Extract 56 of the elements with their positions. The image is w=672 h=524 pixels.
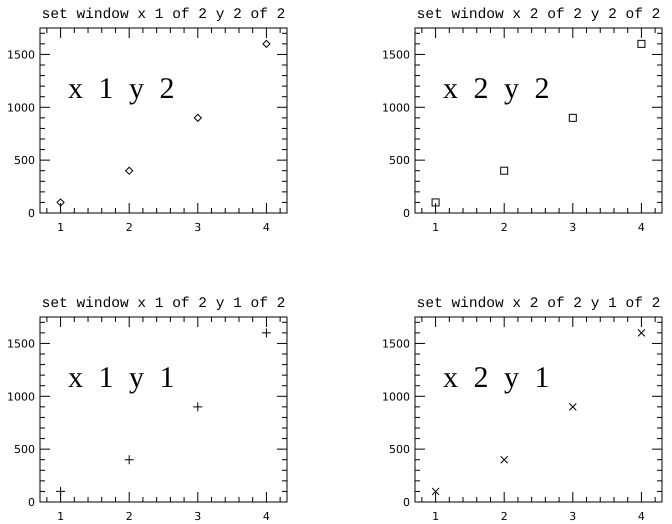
point [192,402,203,412]
point [637,40,646,48]
x-tick-label: 2 [500,510,508,523]
y-tick-label: 1000 [7,390,35,404]
annotation: x 2 y 1 [443,361,554,394]
y-tick-label: 0 [403,496,410,509]
point [194,114,202,122]
chart-title: set window x 2 of 2 y 1 of 2 [416,296,660,312]
x-tick-label: 2 [500,221,508,234]
x-tick-label: 3 [194,510,202,523]
x-tick-label: 3 [569,510,576,523]
y-tick-label: 500 [389,154,410,168]
y-tick-label: 1500 [7,48,35,62]
annotation: x 1 y 2 [68,72,178,105]
chart-title: set window x 1 of 2 y 2 of 2 [42,7,286,23]
point [56,198,65,206]
chart-title: set window x 2 of 2 y 2 of 2 [416,7,660,23]
y-tick-label: 0 [28,496,35,509]
y-tick-label: 0 [28,207,35,220]
point [568,114,577,122]
y-tick-label: 500 [14,443,35,456]
x-tick-label: 4 [638,510,645,523]
x-tick-label: 4 [638,221,645,234]
x-tick-label: 2 [126,510,133,523]
y-tick-label: 500 [389,443,410,456]
point [125,166,134,175]
y-tick-label: 1000 [7,101,35,114]
x-tick-label: 1 [432,221,440,234]
point [500,166,508,175]
chart-title: set window x 1 of 2 y 1 of 2 [42,296,286,312]
x-tick-label: 1 [57,510,64,523]
x-tick-label: 1 [57,221,64,234]
point [568,402,577,411]
y-tick-label: 500 [14,154,35,168]
x-tick-label: 4 [262,510,270,523]
x-tick-label: 1 [432,510,440,523]
x-tick-label: 4 [262,221,270,234]
y-tick-label: 0 [403,207,410,220]
y-tick-label: 1500 [382,337,410,350]
point [262,40,270,48]
y-tick-label: 1500 [7,337,35,350]
y-tick-label: 1500 [382,48,410,62]
point [637,328,646,337]
x-tick-label: 2 [126,221,133,234]
point [432,198,440,206]
x-tick-label: 3 [569,221,576,234]
x-tick-label: 3 [194,221,202,234]
y-tick-label: 1000 [382,101,410,114]
y-tick-label: 1000 [382,390,410,404]
annotation: x 1 y 1 [68,361,178,394]
annotation: x 2 y 2 [443,72,554,105]
point [124,454,134,465]
point [432,487,440,496]
point [500,456,508,464]
point [56,486,66,496]
point [261,328,272,338]
